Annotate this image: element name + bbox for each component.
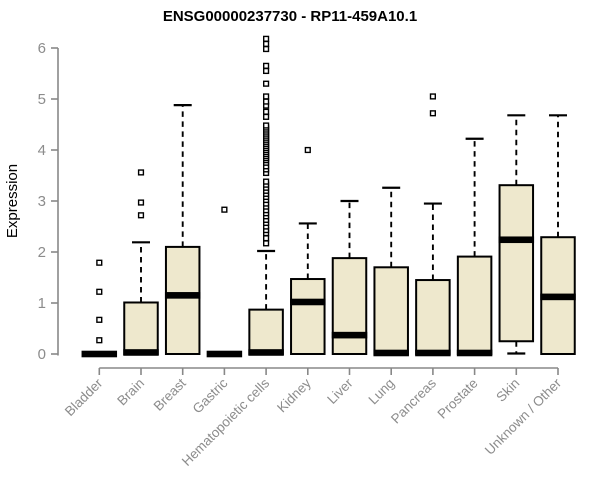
box-rect	[456, 255, 493, 355]
median-line	[415, 349, 451, 357]
median-line	[81, 350, 118, 358]
box-rect	[498, 184, 535, 343]
x-tick-label: Prostate	[435, 376, 481, 422]
outlier-point	[96, 259, 103, 266]
median-line	[373, 349, 409, 357]
box-pancreas	[415, 93, 451, 357]
box-unknown-other	[540, 114, 576, 356]
outlier-point	[96, 288, 103, 295]
box-hematopoietic-cells	[248, 35, 284, 356]
median-line	[540, 293, 576, 301]
box-bladder	[81, 259, 118, 358]
box-rect	[373, 266, 409, 355]
box-breast	[164, 104, 201, 355]
outlier-point	[96, 337, 103, 344]
median-line	[456, 349, 493, 357]
y-tick-label: 2	[38, 244, 46, 261]
outlier-point	[137, 199, 145, 206]
x-tick-label: Pancreas	[388, 375, 439, 426]
outlier-point	[304, 146, 311, 154]
median-line	[206, 350, 243, 358]
box-liver	[331, 199, 368, 355]
x-tick-label: Bladder	[62, 375, 106, 419]
outlier-point	[263, 98, 270, 105]
outlier-point	[263, 122, 270, 129]
box-rect	[164, 245, 201, 355]
outlier-point	[96, 316, 103, 323]
plot-area	[81, 35, 576, 358]
outlier-point	[263, 178, 270, 185]
outlier-point	[263, 45, 270, 53]
outlier-point	[263, 240, 270, 247]
box-gastric	[206, 206, 243, 358]
outlier-point	[429, 110, 437, 117]
outlier-point	[263, 40, 270, 48]
median-line	[331, 331, 368, 339]
box-rect	[331, 257, 368, 355]
x-tick-label: Brain	[114, 376, 147, 409]
outlier-point	[263, 35, 270, 42]
y-axis-title: Expression	[4, 164, 21, 238]
median-line	[290, 298, 326, 306]
outlier-point	[263, 80, 270, 87]
box-kidney	[290, 146, 326, 355]
box-brain	[123, 169, 159, 356]
x-tick-label: Liver	[324, 375, 356, 407]
x-tick-label: Skin	[493, 376, 522, 405]
outlier-point	[429, 93, 437, 100]
median-line	[248, 349, 284, 356]
outlier-point	[263, 235, 270, 242]
box-rect	[123, 301, 159, 355]
box-skin	[498, 114, 535, 355]
y-tick-label: 5	[38, 91, 46, 108]
chart-title: ENSG00000237730 - RP11-459A10.1	[163, 8, 417, 25]
x-tick-label: Unknown / Other	[482, 375, 565, 458]
outlier-point	[263, 108, 270, 115]
y-tick-label: 4	[38, 142, 46, 159]
y-tick-label: 1	[38, 295, 46, 312]
box-rect	[248, 308, 284, 356]
median-line	[498, 236, 535, 244]
outlier-point	[263, 113, 270, 120]
box-rect	[290, 278, 326, 355]
x-tick-label: Kidney	[274, 375, 314, 415]
box-rect	[415, 279, 451, 355]
x-tick-label: Lung	[365, 376, 397, 408]
outlier-point	[137, 169, 145, 176]
y-tick-label: 6	[38, 40, 46, 57]
box-lung	[373, 186, 409, 357]
outlier-point	[221, 206, 228, 213]
outlier-point	[263, 93, 270, 100]
x-tick-label: Breast	[151, 375, 189, 413]
outlier-point	[263, 62, 270, 69]
outlier-point	[263, 67, 270, 75]
y-tick-label: 0	[38, 346, 46, 363]
median-line	[164, 292, 201, 299]
median-line	[123, 349, 159, 356]
x-tick-label: Gastric	[190, 375, 231, 416]
box-prostate	[456, 137, 493, 357]
y-tick-label: 3	[38, 193, 46, 210]
outlier-point	[137, 212, 145, 219]
